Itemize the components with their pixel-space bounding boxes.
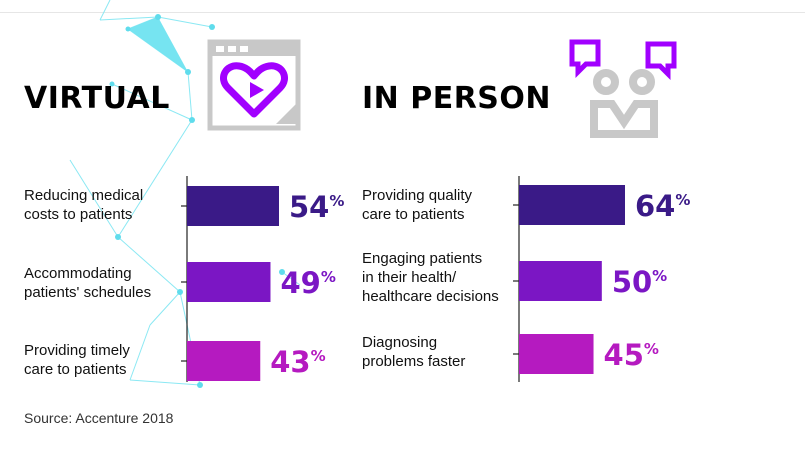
virtual-bar-2 [187,262,271,302]
in-person-label-2: Engaging patients in their health/ healt… [362,250,499,305]
top-divider [0,12,805,13]
heart-browser-icon [207,39,301,131]
in-person-value-label-2: 50% [612,265,667,299]
in-person-bar-2 [519,261,602,301]
virtual-value-label-2: 49% [280,266,335,300]
people-chat-icon [569,39,677,138]
in-person-label-1: Providing quality care to patients [362,187,473,223]
virtual-value-label-3: 43% [270,345,325,379]
in-person-value-label-3: 45% [604,338,659,372]
virtual-label-1: Reducing medical costs to patients [24,187,144,223]
virtual-label-2: Accommodating patients' schedules [24,265,152,301]
virtual-bar-1 [187,186,279,226]
virtual-bar-3 [187,341,261,381]
in-person-label-3: Diagnosing problems faster [362,334,466,370]
in-person-heading: IN PERSON [362,81,552,116]
virtual-label-3: Providing timely care to patients [24,342,130,378]
in-person-value-label-1: 64% [635,189,690,223]
virtual-value-label-1: 54% [289,190,344,224]
source-note: Source: Accenture 2018 [24,410,174,426]
virtual-heading: VIRTUAL [24,81,170,116]
in-person-bar-3 [519,334,594,374]
in-person-bar-1 [519,185,625,225]
